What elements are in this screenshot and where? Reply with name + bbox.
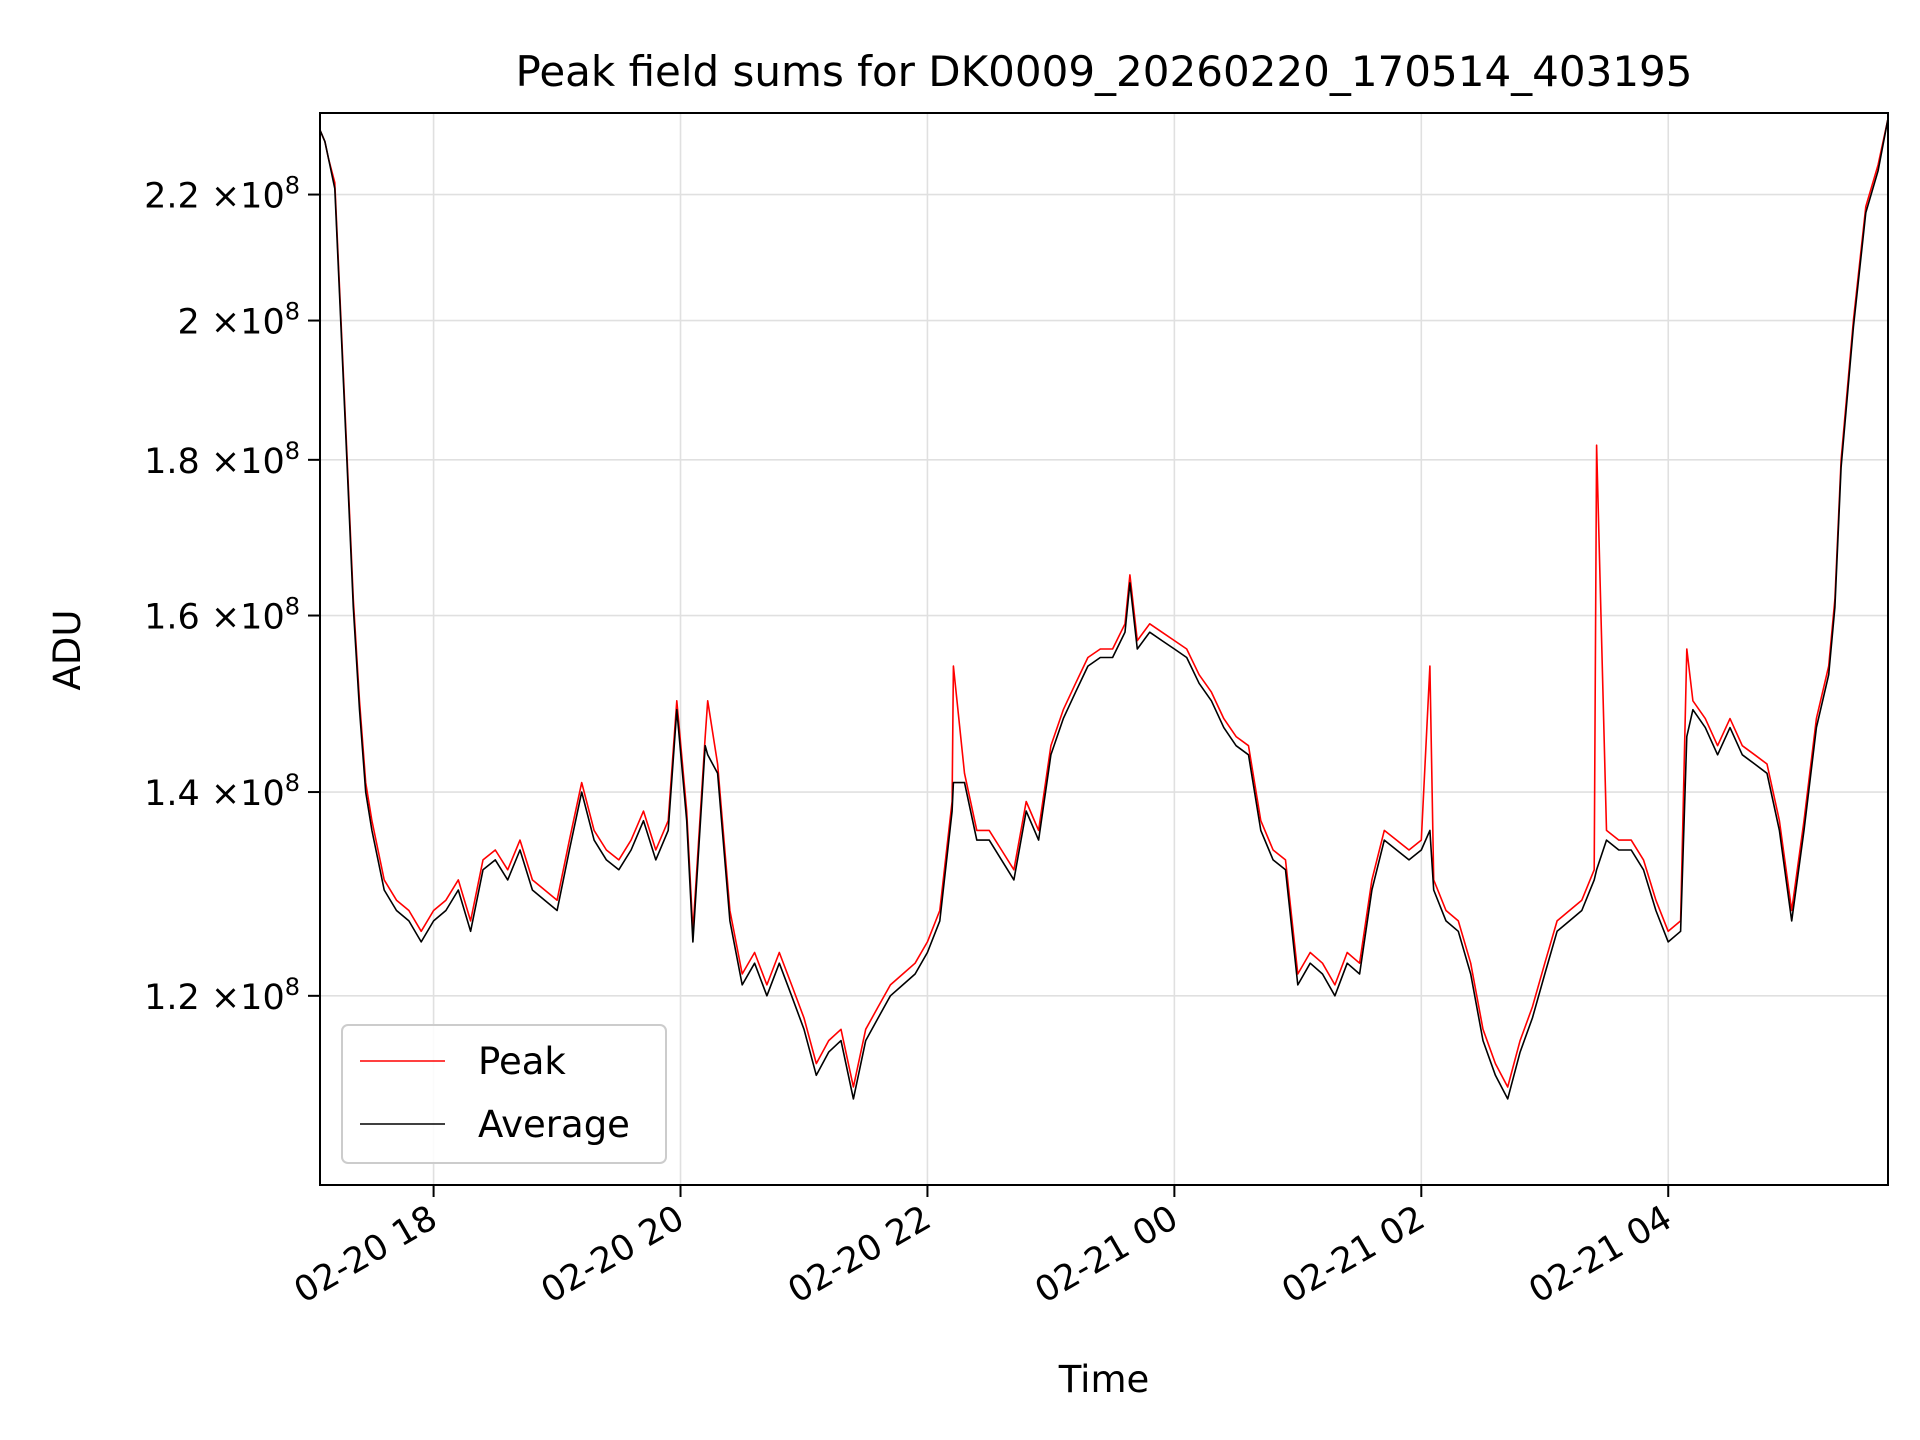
series-line-peak	[319, 118, 1889, 1088]
y-axis-label: ADU	[46, 610, 89, 691]
y-tick-label: 2.2 ×108	[144, 172, 300, 217]
series-line-average	[319, 118, 1889, 1100]
y-tick-label: 1.6 ×108	[144, 593, 300, 638]
legend-box	[341, 1024, 667, 1164]
legend-peak-label: Peak	[478, 1040, 566, 1083]
legend: Peak Average	[341, 1024, 667, 1164]
legend-average-label: Average	[478, 1103, 630, 1146]
y-tick-label: 2 ×108	[177, 298, 300, 343]
plot-frame	[319, 112, 1889, 1186]
y-tick-label: 1.8 ×108	[144, 437, 300, 482]
series-lines	[319, 118, 1889, 1100]
x-axis-label: Time	[1058, 1358, 1150, 1401]
y-tick-label: 1.2 ×108	[144, 973, 300, 1018]
y-tick-label: 1.4 ×108	[144, 769, 300, 814]
chart-title: Peak field sums for DK0009_20260220_1705…	[515, 47, 1692, 96]
